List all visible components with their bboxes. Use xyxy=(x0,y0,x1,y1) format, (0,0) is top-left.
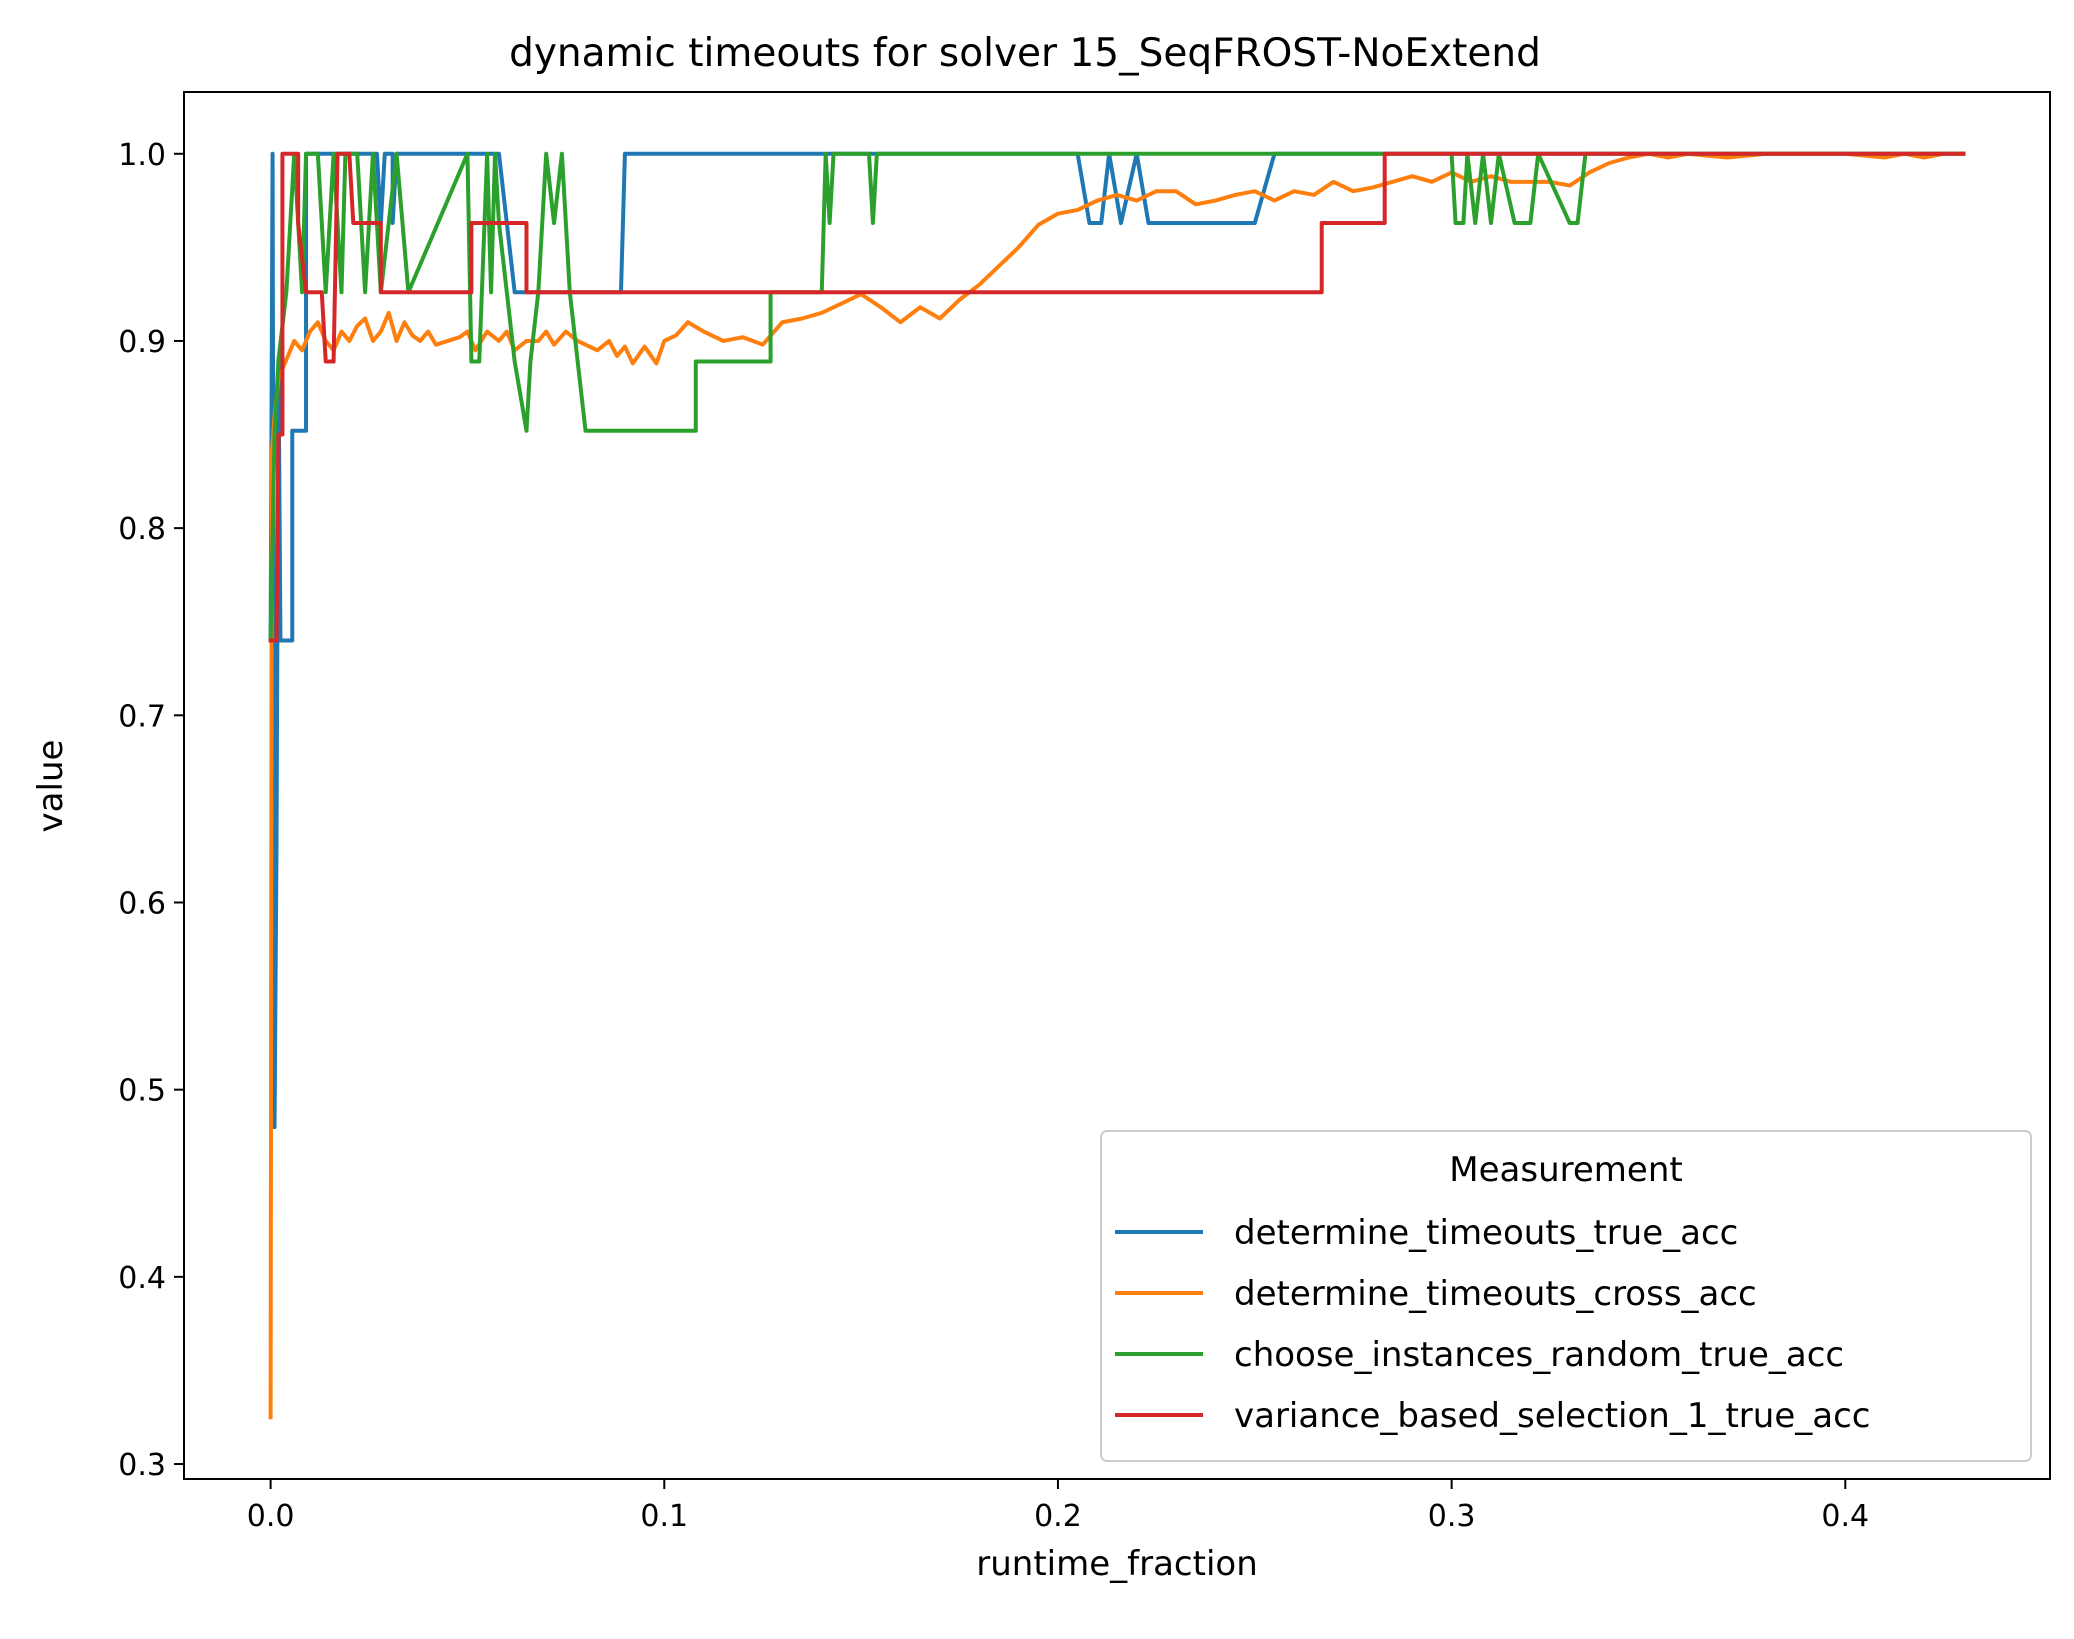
legend-entries: determine_timeouts_true_acc determine_tim… xyxy=(1115,1213,1870,1436)
x-tick-label: 0.4 xyxy=(1821,1499,1869,1534)
legend-label: choose_instances_random_true_acc xyxy=(1234,1335,1844,1375)
y-tick-label: 0.3 xyxy=(118,1448,166,1483)
plot-area xyxy=(183,91,2051,1480)
x-tick-label: 0.3 xyxy=(1428,1499,1476,1534)
y-tick-label: 0.9 xyxy=(118,325,166,360)
y-tick-label: 1.0 xyxy=(118,138,166,173)
y-axis-label: value xyxy=(31,740,71,833)
x-axis: 0.0 0.1 0.2 0.3 0.4 xyxy=(247,1479,1869,1534)
x-tick-label: 0.2 xyxy=(1034,1499,1082,1534)
legend-title: Measurement xyxy=(1449,1150,1682,1190)
legend-label: variance_based_selection_1_true_acc xyxy=(1234,1396,1870,1436)
series-layer xyxy=(268,151,1966,1420)
y-tick-label: 0.6 xyxy=(118,886,166,921)
series-line-4 xyxy=(268,151,1966,643)
series-line-2 xyxy=(268,151,1966,1420)
y-tick-label: 0.5 xyxy=(118,1074,166,1109)
plot-frame xyxy=(183,91,2051,1480)
x-tick-label: 0.0 xyxy=(247,1499,295,1534)
legend-label: determine_timeouts_true_acc xyxy=(1234,1213,1738,1253)
y-axis: 0.3 0.4 0.5 0.6 0.7 0.8 0.9 1.0 xyxy=(118,138,184,1483)
legend-box xyxy=(1100,1130,2032,1462)
y-tick-label: 0.8 xyxy=(118,512,166,547)
legend: Measurement determine_timeouts_true_accd… xyxy=(1100,1130,2032,1462)
series-line-3 xyxy=(268,151,1966,643)
x-axis-label: runtime_fraction xyxy=(976,1544,1258,1584)
x-tick-label: 0.1 xyxy=(640,1499,688,1534)
legend-label: determine_timeouts_cross_acc xyxy=(1234,1274,1757,1314)
y-tick-label: 0.7 xyxy=(118,699,166,734)
y-tick-label: 0.4 xyxy=(118,1261,166,1296)
chart-title: dynamic timeouts for solver 15_SeqFROST-… xyxy=(509,31,1541,76)
